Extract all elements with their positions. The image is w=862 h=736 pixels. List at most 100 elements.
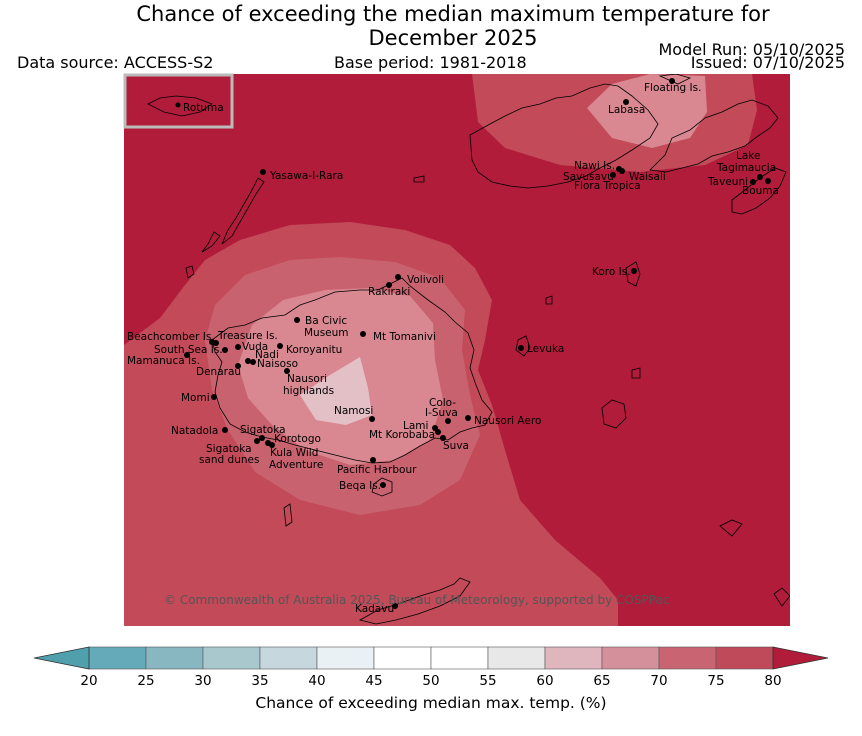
colorbar-segment [658,646,717,670]
label-nausori-aero: Nausori Aero [474,415,541,427]
coast-beqa [371,477,393,497]
marker-floating-is [669,78,675,84]
colorbar-segment [259,646,318,670]
coast-yasawa-2 [201,231,221,253]
coast-kadavu [358,577,471,625]
marker-natadola [222,427,228,433]
colorbar-tick-label: 65 [593,673,610,689]
label-namosi: Namosi [334,405,373,417]
marker-bouma [765,178,771,184]
marker-colo-i-suva [445,418,451,424]
label-mt-korobaba: Mt Korobaba [369,429,435,441]
marker-nausori-highlands [284,368,290,374]
label-lami: Lami [403,420,428,432]
colorbar-tick-label: 80 [764,673,781,689]
label-kula-wild: Kula Wild [270,447,318,459]
label-koro: Koro Is. [592,266,631,278]
label-denarau: Denarau [196,366,241,378]
coast-viti-levu [211,277,493,464]
marker-suva [440,435,446,441]
label-savusavu: Savusavu [563,171,614,183]
marker-beqa [380,482,386,488]
label-flora-tropica: Flora Tropica [574,180,641,192]
label-korotogo: Korotogo [274,433,321,445]
marker-denarau [235,363,241,369]
label-naisoso: Naisoso [257,358,298,370]
colorbar-segment [487,646,546,670]
label-sigatoka: Sigatoka [240,424,286,436]
marker-sigatoka-dunes [254,438,260,444]
contour-c-55 [300,357,372,425]
label-waisali: Waisali [629,171,666,183]
marker-kula [269,442,275,448]
label-lake: Lake [736,150,760,162]
colorbar-tick-label: 35 [251,673,268,689]
colorbar-tick-label: 30 [194,673,211,689]
colorbar-segment [430,646,489,670]
label-south-sea: South Sea Is. [154,344,223,356]
marker-namosi [369,416,375,422]
label-pacific-harbour: Pacific Harbour [337,464,417,476]
marker-mt-korobaba [435,429,441,435]
marker-mamanuca [184,352,190,358]
label-sigatoka-2: Sigatoka [206,443,252,455]
coast-islet-3 [773,587,790,607]
colorbar-tick-label: 70 [650,673,667,689]
data-source: Data source: ACCESS-S2 [17,53,214,72]
colorbar-tick-label: 55 [479,673,496,689]
colorbar-under-arrow [33,646,90,670]
marker-naisoso [250,359,256,365]
coast-islet-2 [719,519,743,537]
colorbar-tick-label: 40 [308,673,325,689]
rotuma-outline [147,95,213,117]
label-treasure: Treasure Is. [217,330,278,342]
label-highlands: highlands [283,385,334,397]
marker-nausori-aero [465,415,471,421]
place-labels: Floating Is. Labasa Yasawa-I-Rara Nawi I… [127,82,779,615]
label-labasa: Labasa [608,104,645,116]
colorbar-segment [544,646,603,670]
label-volivoli: Volivoli [407,274,444,286]
rotuma-inset: Rotuma [123,73,234,129]
model-run: Model Run: 05/10/2025 [658,40,846,59]
label-tomanivi: Mt Tomanivi [373,331,436,343]
coast-islet-7 [185,265,195,279]
label-koroyanitu: Koroyanitu [286,344,342,356]
colorbar-tick-label: 45 [365,673,382,689]
place-markers [184,78,771,609]
coast-vanua-levu-w [469,83,659,189]
label-suva: Suva [443,440,469,452]
label-sand-dunes: sand dunes [199,454,259,466]
label-yasawa: Yasawa-I-Rara [269,170,343,182]
base-period: Base period: 1981-2018 [334,53,527,72]
rotuma-label: Rotuma [183,102,224,114]
colorbar-segment [145,646,204,670]
colorbar-ticks: 20 25 30 35 40 45 50 55 60 65 70 75 80 [80,673,781,689]
coast-gau [601,399,627,429]
label-beachcomber: Beachcomber Is. [127,331,215,343]
label-adventure: Adventure [269,459,323,471]
label-nadi: Nadi [255,349,279,361]
label-taveuni: Taveuni [707,176,748,188]
label-nausori: Nausori [287,373,327,385]
colorbar-segment [373,646,432,670]
marker-lake-tagimaucia [757,174,763,180]
label-rakiraki: Rakiraki [368,286,410,298]
marker-labasa [623,99,629,105]
colorbar-segments [88,646,774,670]
coast-islet-4 [545,295,553,305]
label-natadola: Natadola [171,425,218,437]
coastlines [185,74,790,625]
colorbar-segment [88,646,147,670]
colorbar-tick-label: 25 [137,673,154,689]
issued-date: Issued: 07/10/2025 [690,53,845,72]
label-floating-is: Floating Is. [644,82,701,94]
coast-vanua-levu [649,99,779,173]
label-momi: Momi [181,392,210,404]
label-levuka: Levuka [527,343,564,355]
marker-momi [211,394,217,400]
coast-islet-1 [283,503,293,527]
marker-koroyanitu [277,343,283,349]
marker-pacific-harbour [370,457,376,463]
